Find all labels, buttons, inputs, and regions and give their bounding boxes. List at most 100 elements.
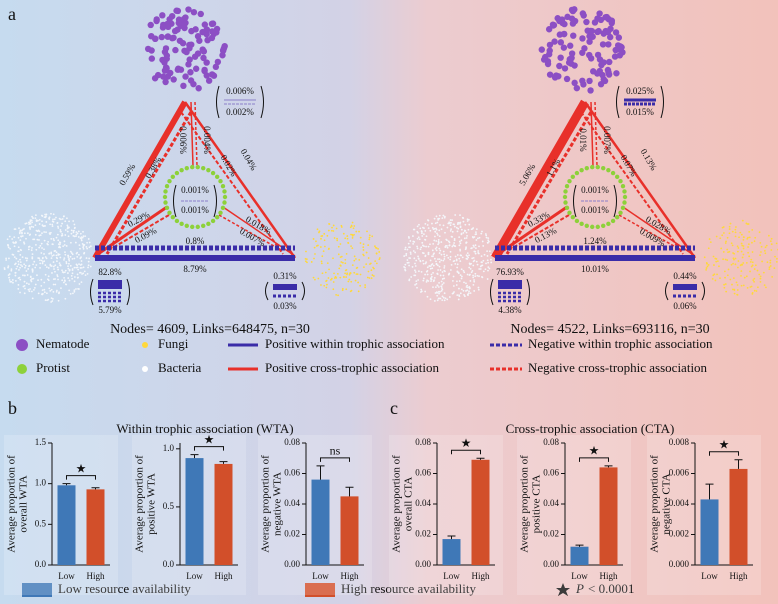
node-dot — [42, 225, 45, 228]
node-dot — [171, 27, 179, 35]
node-dot — [438, 217, 441, 220]
node-dot — [67, 258, 70, 261]
node-dot — [87, 260, 90, 263]
node-dot — [746, 286, 749, 289]
node-dot — [48, 216, 51, 219]
node-dot — [17, 250, 19, 253]
node-dot — [758, 231, 761, 234]
node-dot — [748, 230, 751, 233]
node-dot — [350, 233, 352, 236]
node-dot — [766, 261, 769, 264]
bar — [700, 499, 719, 565]
node-dot — [439, 274, 442, 277]
node-dot — [419, 259, 422, 262]
node-dot — [371, 235, 374, 238]
node-dot — [55, 254, 58, 257]
node-dot — [39, 244, 42, 247]
node-dot — [567, 42, 574, 49]
node-dot — [29, 279, 32, 281]
node-dot — [473, 279, 475, 281]
bracket — [613, 184, 617, 218]
node-dot — [377, 248, 379, 250]
node-dot — [84, 274, 87, 276]
node-dot — [412, 242, 415, 245]
node-dot — [185, 61, 192, 68]
node-dot — [557, 39, 565, 46]
node-dot — [56, 257, 59, 260]
node-dot — [68, 268, 71, 271]
node-dot — [50, 301, 53, 303]
node-dot — [407, 242, 410, 245]
node-dot — [179, 40, 187, 47]
node-dot — [474, 233, 477, 236]
node-dot — [201, 66, 208, 74]
node-dot — [732, 257, 735, 260]
node-dot — [375, 252, 378, 255]
node-dot — [28, 223, 30, 226]
node-dot — [351, 264, 354, 267]
node-dot — [747, 236, 749, 239]
node-dot — [418, 270, 420, 273]
node-dot — [747, 243, 750, 246]
node-dot — [769, 265, 772, 267]
node-dot — [23, 242, 26, 245]
node-dot — [579, 35, 586, 42]
node-dot — [14, 274, 17, 277]
node-dot — [66, 227, 69, 230]
node-dot — [771, 275, 774, 278]
node-dot — [378, 251, 381, 253]
node-dot — [454, 255, 457, 258]
node-dot — [345, 276, 348, 278]
node-dot — [406, 261, 409, 264]
node-dot — [62, 271, 65, 274]
node-dot — [64, 280, 66, 282]
protist-dot — [570, 215, 576, 220]
node-dot — [57, 243, 60, 246]
node-dot — [424, 238, 426, 241]
node-dot — [474, 252, 477, 255]
node-dot — [462, 289, 465, 292]
edge-label: 0.001% — [581, 185, 609, 195]
node-dot — [63, 240, 66, 243]
node-dot — [742, 245, 745, 247]
node-dot — [613, 70, 620, 77]
node-dot — [589, 33, 596, 40]
node-dot — [435, 240, 438, 242]
node-dot — [430, 275, 433, 278]
node-dot — [473, 290, 476, 292]
node-dot — [88, 257, 91, 260]
node-dot — [467, 292, 470, 294]
edge-label: 8.79% — [183, 264, 207, 274]
node-dot — [57, 225, 59, 228]
node-dot — [32, 277, 35, 280]
node-dot — [474, 275, 477, 278]
node-dot — [759, 254, 761, 257]
node-dot — [416, 230, 419, 233]
node-dot — [33, 287, 36, 289]
node-dot — [736, 250, 739, 253]
x-tick-label: High — [600, 571, 619, 581]
node-dot — [12, 253, 15, 256]
bar — [57, 485, 76, 565]
node-dot — [23, 227, 25, 230]
node-dot — [44, 256, 47, 258]
node-dot — [71, 277, 74, 280]
node-dot — [465, 237, 468, 239]
node-dot — [612, 46, 619, 54]
node-dot — [26, 257, 29, 260]
node-dot — [751, 264, 754, 267]
node-dot — [61, 222, 63, 225]
node-dot — [183, 48, 190, 56]
node-dot — [444, 297, 447, 300]
node-dot — [404, 266, 406, 269]
node-dot — [75, 263, 78, 266]
node-dot — [443, 266, 446, 269]
node-dot — [438, 214, 441, 217]
node-dot — [58, 253, 61, 256]
node-dot — [486, 242, 489, 244]
node-dot — [741, 256, 744, 259]
legend-label: High resource availability — [341, 581, 477, 596]
node-dot — [213, 25, 221, 33]
error-bar — [447, 535, 456, 540]
y-tick-label: 0.008 — [669, 437, 690, 447]
